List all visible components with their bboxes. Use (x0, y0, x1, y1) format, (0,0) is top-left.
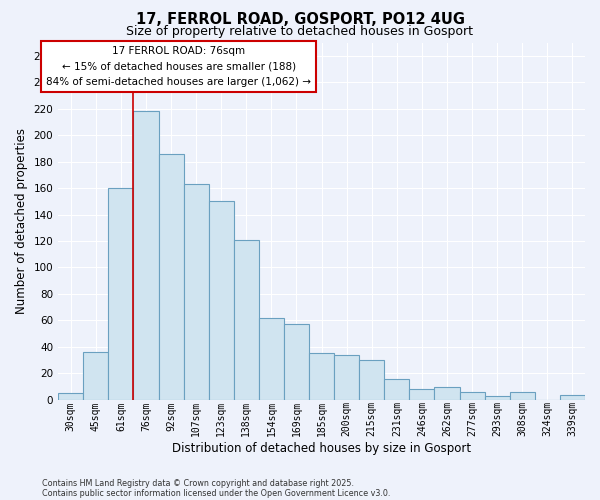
Bar (158, 154, 184, 400)
Bar (109, 188, 133, 400)
Text: 17, FERROL ROAD, GOSPORT, PO12 4UG: 17, FERROL ROAD, GOSPORT, PO12 4UG (136, 12, 464, 28)
X-axis label: Distribution of detached houses by size in Gosport: Distribution of detached houses by size … (172, 442, 471, 455)
Text: Contains public sector information licensed under the Open Government Licence v3: Contains public sector information licen… (42, 488, 391, 498)
Bar (83, 352, 109, 400)
Bar (133, 112, 158, 400)
Text: 17 FERROL ROAD: 76sqm
← 15% of detached houses are smaller (188)
84% of semi-det: 17 FERROL ROAD: 76sqm ← 15% of detached … (46, 46, 311, 87)
Bar (359, 360, 385, 400)
Bar (385, 378, 409, 400)
Bar (409, 389, 434, 400)
Bar (309, 354, 334, 400)
Bar (460, 392, 485, 400)
Bar (334, 355, 359, 400)
Bar (184, 184, 209, 400)
Bar (510, 392, 535, 400)
Bar (259, 318, 284, 400)
Bar (234, 240, 259, 400)
Bar (209, 202, 234, 400)
Bar (434, 386, 460, 400)
Y-axis label: Number of detached properties: Number of detached properties (15, 128, 28, 314)
Text: Size of property relative to detached houses in Gosport: Size of property relative to detached ho… (127, 25, 473, 38)
Text: Contains HM Land Registry data © Crown copyright and database right 2025.: Contains HM Land Registry data © Crown c… (42, 478, 354, 488)
Bar (485, 396, 510, 400)
Bar (560, 394, 585, 400)
Bar (58, 393, 83, 400)
Bar (284, 324, 309, 400)
